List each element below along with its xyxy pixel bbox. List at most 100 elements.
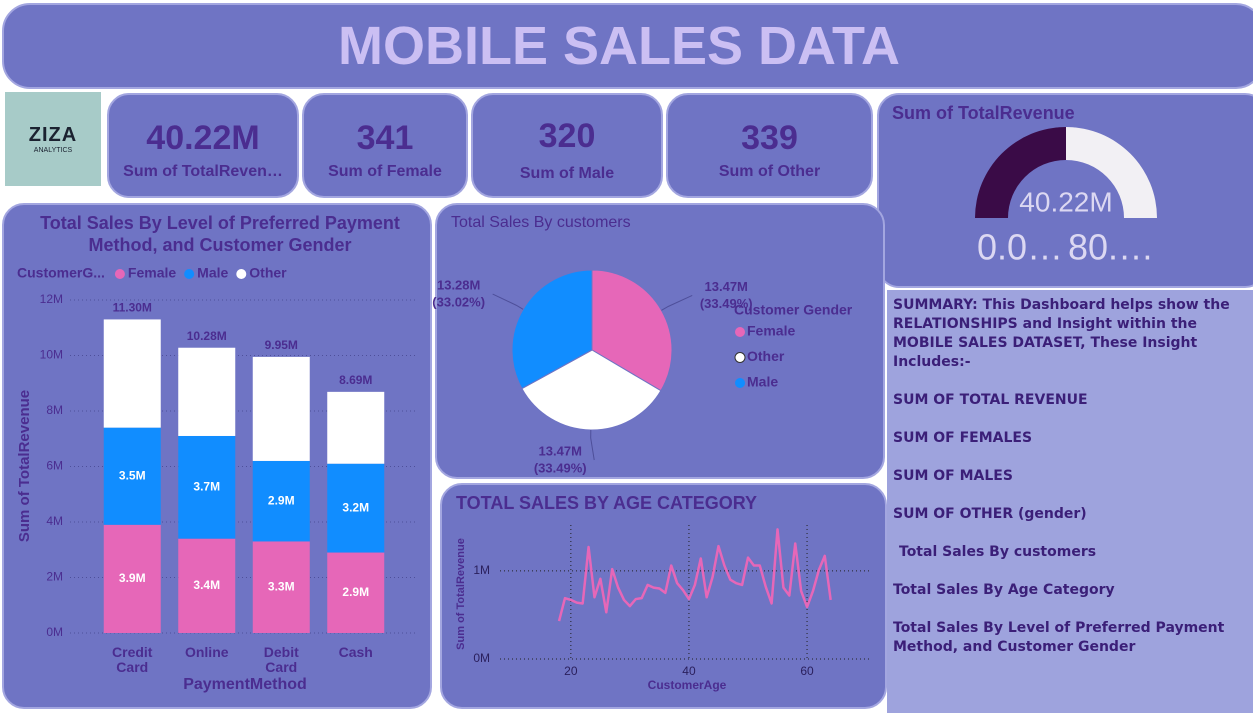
gauge-value: 40.22M	[1019, 186, 1112, 217]
bar-segment	[252, 460, 310, 542]
x-tick-label: 60	[800, 664, 814, 678]
legend-swatch	[734, 352, 746, 363]
kpi-value: 341	[356, 119, 414, 157]
y-axis-title: Sum of TotalRevenue	[16, 390, 33, 542]
header: MOBILE SALES DATA	[2, 3, 1253, 89]
kpi-card: 339 Sum of Other	[666, 93, 873, 198]
pie-slice	[591, 269, 673, 392]
leader-line	[492, 293, 524, 310]
legend-title: Customer Gender	[734, 302, 853, 318]
y-tick-label: 6M	[46, 459, 63, 473]
chart-title: Total Sales By customers	[451, 214, 631, 231]
bar-segment	[178, 538, 236, 633]
x-axis-title: PaymentMethod	[183, 676, 307, 693]
legend-label: Other	[249, 265, 287, 281]
summary-line: SUM OF OTHER (gender)	[893, 506, 1087, 522]
legend-swatch	[735, 378, 745, 388]
summary: SUMMARY: This Dashboard helps show the R…	[887, 290, 1253, 713]
summary-line: SUM OF TOTAL REVENUE	[893, 392, 1088, 408]
x-tick-label: Credit Card	[112, 644, 153, 675]
percent-label: (33.49%)	[700, 296, 753, 311]
pie-slice	[511, 269, 593, 390]
legend-label: Female	[747, 323, 795, 339]
total-label: 10.28M	[187, 329, 227, 343]
line-series	[557, 528, 832, 622]
summary-line: Total Sales By Age Category	[893, 582, 1115, 598]
pie-panel	[435, 203, 885, 479]
gauge-max: 80.…	[1068, 227, 1154, 268]
kpi-label: Sum of Male	[519, 165, 615, 182]
x-tick-label: 20	[564, 664, 578, 678]
data-label: 3.3M	[268, 579, 295, 593]
y-tick-label: 8M	[46, 403, 63, 417]
x-tick-label: 40	[682, 664, 696, 678]
summary-line: SUM OF MALES	[893, 468, 1013, 484]
bar-segment	[327, 391, 385, 464]
y-tick-label: 0M	[46, 625, 63, 639]
legend-label: Male	[747, 374, 778, 390]
legend-swatch	[236, 269, 247, 279]
data-label: 2.9M	[342, 585, 369, 599]
legend-swatch	[114, 269, 125, 279]
y-axis-title: Sum of TotalRevenue	[455, 538, 467, 650]
logo: ZIZA ANALYTICS	[5, 92, 101, 186]
total-label: 11.30M	[113, 301, 152, 315]
kpi-card: 320 Sum of Male	[471, 93, 663, 198]
x-axis-title: CustomerAge	[648, 678, 727, 692]
leader-line	[590, 429, 595, 461]
data-label: 3.7M	[193, 479, 220, 493]
data-label: 13.28M	[437, 277, 480, 292]
y-tick-label: 12M	[40, 292, 63, 306]
gauge-min: 0.0…	[977, 227, 1063, 268]
bar-segment	[178, 347, 236, 436]
kpi-value: 320	[538, 117, 596, 155]
data-label: 13.47M	[705, 279, 748, 294]
gauge-track	[1066, 127, 1157, 218]
y-tick-label: 2M	[46, 570, 63, 584]
y-tick-label: 0M	[473, 651, 490, 665]
legend-label: Male	[197, 265, 228, 281]
legend-swatch	[735, 327, 745, 337]
bar-segment	[327, 552, 385, 633]
percent-label: (33.49%)	[534, 460, 587, 475]
chart-title: Total Sales By Level of Preferred Paymen…	[40, 213, 400, 255]
kpi-card: 40.22M Sum of TotalReven…	[107, 93, 299, 198]
leader-line	[661, 295, 693, 311]
bar-segment	[252, 541, 310, 633]
legend-title: CustomerG...	[17, 265, 105, 281]
bar-segment	[178, 435, 236, 539]
data-label: 3.5M	[119, 468, 146, 482]
legend-label: Other	[747, 348, 785, 364]
bar-segment	[103, 524, 161, 633]
kpi-label: Sum of Female	[328, 163, 442, 180]
line-panel	[440, 483, 887, 709]
x-tick-label: Debit Card	[263, 644, 299, 675]
summary-line: Total Sales By customers	[899, 544, 1097, 560]
total-label: 9.95M	[265, 338, 298, 352]
bar-segment	[103, 319, 161, 428]
bar-segment	[103, 427, 161, 525]
summary-line: SUMMARY: This Dashboard helps show the R…	[893, 297, 1230, 370]
logo-tagline: ANALYTICS	[33, 147, 73, 154]
legend-label: Female	[128, 265, 176, 281]
y-tick-label: 4M	[46, 514, 63, 528]
x-tick-label: Online	[184, 644, 229, 660]
bar-segment	[327, 463, 385, 553]
y-tick-label: 1M	[473, 563, 490, 577]
kpi-value: 40.22M	[146, 119, 260, 157]
data-label: 3.9M	[119, 571, 146, 585]
page-title: MOBILE SALES DATA	[338, 16, 900, 76]
data-label: 13.47M	[539, 443, 582, 458]
gauge-panel	[877, 93, 1253, 288]
summary-line: Total Sales By Level of Preferred Paymen…	[893, 620, 1225, 655]
y-tick-label: 10M	[40, 348, 63, 362]
logo-name: ZIZA	[28, 124, 78, 146]
percent-label: (33.02%)	[432, 294, 485, 309]
total-label: 8.69M	[339, 373, 372, 387]
gauge-fill	[975, 127, 1066, 218]
data-label: 3.2M	[342, 500, 369, 514]
kpi-label: Sum of TotalReven…	[123, 163, 283, 180]
data-label: 2.9M	[268, 493, 295, 507]
